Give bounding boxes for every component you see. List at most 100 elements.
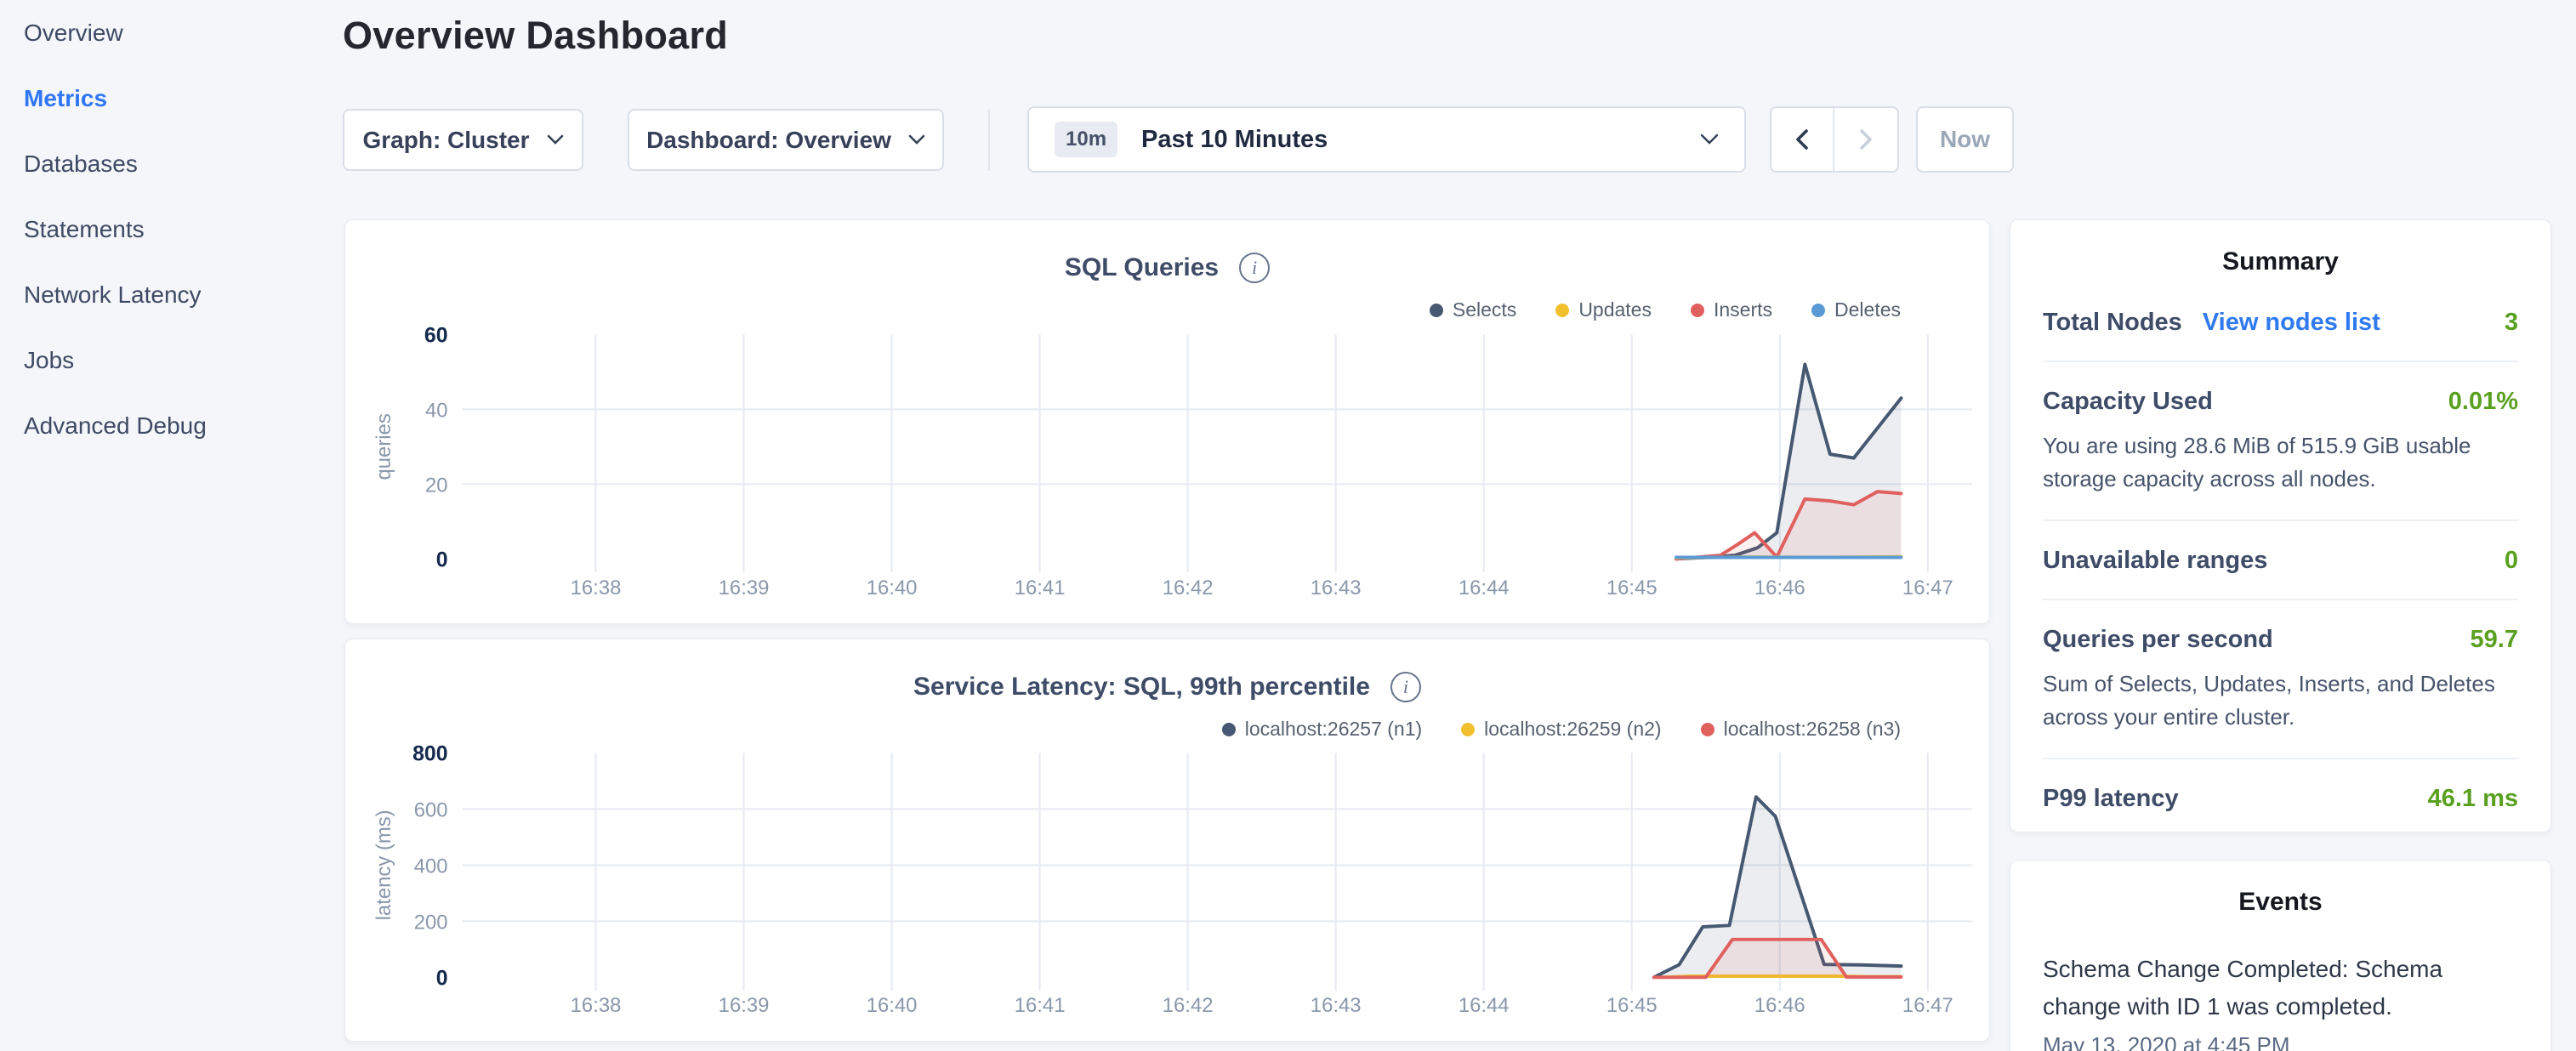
p99-latency-label: P99 latency bbox=[2043, 785, 2179, 813]
summary-row-p99-latency: P99 latency 46.1 ms bbox=[2043, 759, 2518, 837]
svg-text:16:39: 16:39 bbox=[719, 577, 770, 599]
series-dot-icon bbox=[1461, 723, 1475, 736]
legend-item: Updates bbox=[1555, 298, 1652, 321]
series-dot-icon bbox=[1555, 304, 1569, 317]
unavailable-ranges-label: Unavailable ranges bbox=[2043, 547, 2267, 575]
series-dot-icon bbox=[1691, 304, 1704, 317]
chevron-right-icon bbox=[1855, 127, 1877, 152]
series-dot-icon bbox=[1811, 304, 1825, 317]
sql-queries-title: SQL Queries bbox=[1065, 253, 1219, 282]
time-range-dropdown[interactable]: 10m Past 10 Minutes bbox=[1027, 106, 1746, 173]
svg-text:20: 20 bbox=[425, 474, 448, 497]
now-button[interactable]: Now bbox=[1916, 106, 2014, 173]
sidebar-item-jobs[interactable]: Jobs bbox=[0, 327, 340, 393]
events-panel: Events Schema Change Completed: Schema c… bbox=[2010, 860, 2551, 1051]
legend-item: localhost:26258 (n3) bbox=[1701, 718, 1901, 741]
svg-text:16:47: 16:47 bbox=[1902, 577, 1953, 599]
svg-text:16:43: 16:43 bbox=[1311, 994, 1362, 1017]
event-text: Schema Change Completed: Schema change w… bbox=[2043, 951, 2468, 1025]
sidebar-item-databases[interactable]: Databases bbox=[0, 131, 340, 196]
svg-text:60: 60 bbox=[424, 323, 448, 347]
svg-text:16:38: 16:38 bbox=[571, 577, 622, 599]
dashboard-dropdown-label: Dashboard: Overview bbox=[646, 127, 891, 154]
svg-text:800: 800 bbox=[412, 741, 448, 765]
page-title: Overview Dashboard bbox=[343, 14, 728, 58]
svg-text:16:41: 16:41 bbox=[1015, 577, 1066, 599]
sidebar-item-overview[interactable]: Overview bbox=[0, 0, 340, 65]
time-range-badge: 10m bbox=[1055, 122, 1117, 157]
svg-text:16:44: 16:44 bbox=[1459, 577, 1510, 599]
series-dot-icon bbox=[1701, 723, 1714, 736]
view-nodes-list-link[interactable]: View nodes list bbox=[2203, 309, 2380, 337]
svg-text:40: 40 bbox=[425, 399, 448, 422]
total-nodes-value: 3 bbox=[2505, 309, 2518, 337]
queries-per-second-subtext: Sum of Selects, Updates, Inserts, and De… bbox=[2043, 668, 2518, 734]
svg-text:latency (ms): latency (ms) bbox=[372, 810, 395, 920]
svg-text:16:38: 16:38 bbox=[571, 994, 622, 1017]
legend-item: Inserts bbox=[1691, 298, 1772, 321]
info-icon[interactable]: i bbox=[1239, 253, 1270, 283]
event-timestamp: May 13, 2020 at 4:45 PM bbox=[2043, 1032, 2518, 1051]
svg-text:16:41: 16:41 bbox=[1015, 994, 1066, 1017]
sql-queries-legend: Selects Updates Inserts Deletes bbox=[1430, 298, 1901, 321]
svg-text:16:44: 16:44 bbox=[1459, 994, 1510, 1017]
sidebar-item-network-latency[interactable]: Network Latency bbox=[0, 262, 340, 327]
svg-text:16:46: 16:46 bbox=[1754, 577, 1805, 599]
time-range-label: Past 10 Minutes bbox=[1141, 126, 1328, 154]
chevron-down-icon bbox=[1700, 134, 1719, 145]
queries-per-second-value: 59.7 bbox=[2471, 626, 2518, 654]
info-icon[interactable]: i bbox=[1390, 672, 1421, 702]
sidebar-item-advanced-debug[interactable]: Advanced Debug bbox=[0, 393, 340, 458]
next-time-button[interactable] bbox=[1834, 108, 1897, 171]
capacity-used-label: Capacity Used bbox=[2043, 388, 2213, 416]
svg-text:queries: queries bbox=[372, 413, 395, 480]
graph-dropdown-label: Graph: Cluster bbox=[362, 127, 529, 154]
p99-latency-value: 46.1 ms bbox=[2428, 785, 2518, 813]
svg-text:600: 600 bbox=[414, 798, 448, 821]
chevron-down-icon bbox=[547, 134, 564, 145]
svg-text:0: 0 bbox=[436, 966, 448, 990]
svg-text:16:39: 16:39 bbox=[719, 994, 770, 1017]
prev-time-button[interactable] bbox=[1771, 108, 1834, 171]
svg-text:16:42: 16:42 bbox=[1163, 994, 1214, 1017]
svg-text:200: 200 bbox=[414, 911, 448, 934]
legend-item: Deletes bbox=[1811, 298, 1901, 321]
svg-text:16:40: 16:40 bbox=[867, 994, 918, 1017]
summary-row-total-nodes: Total Nodes View nodes list 3 bbox=[2043, 283, 2518, 362]
legend-item: localhost:26257 (n1) bbox=[1222, 718, 1422, 741]
series-dot-icon bbox=[1430, 304, 1443, 317]
capacity-used-subtext: You are using 28.6 MiB of 515.9 GiB usab… bbox=[2043, 429, 2518, 496]
sidebar-item-statements[interactable]: Statements bbox=[0, 196, 340, 262]
queries-per-second-label: Queries per second bbox=[2043, 626, 2273, 654]
service-latency-title: Service Latency: SQL, 99th percentile bbox=[913, 673, 1370, 702]
summary-panel: Summary Total Nodes View nodes list 3 Ca… bbox=[2010, 219, 2551, 832]
svg-text:16:46: 16:46 bbox=[1754, 994, 1805, 1017]
graph-dropdown[interactable]: Graph: Cluster bbox=[343, 109, 583, 171]
sql-queries-panel: SQL Queries i Selects Updates Inserts De… bbox=[344, 219, 1990, 624]
events-title: Events bbox=[2010, 861, 2550, 917]
svg-text:16:45: 16:45 bbox=[1606, 994, 1658, 1017]
toolbar-divider bbox=[988, 109, 990, 171]
svg-text:16:47: 16:47 bbox=[1902, 994, 1953, 1017]
sidebar-item-metrics[interactable]: Metrics bbox=[0, 65, 340, 131]
total-nodes-label: Total Nodes bbox=[2043, 309, 2182, 337]
legend-item: localhost:26259 (n2) bbox=[1461, 718, 1661, 741]
svg-text:400: 400 bbox=[414, 855, 448, 878]
event-list-item[interactable]: Schema Change Completed: Schema change w… bbox=[2010, 917, 2550, 1051]
service-latency-panel: Service Latency: SQL, 99th percentile i … bbox=[344, 639, 1990, 1042]
sidebar: Overview Metrics Databases Statements Ne… bbox=[0, 0, 340, 1051]
summary-row-capacity-used: Capacity Used 0.01% You are using 28.6 M… bbox=[2043, 362, 2518, 521]
svg-text:16:43: 16:43 bbox=[1311, 577, 1362, 599]
chevron-down-icon bbox=[908, 134, 925, 145]
svg-text:0: 0 bbox=[436, 548, 448, 571]
summary-title: Summary bbox=[2010, 220, 2550, 276]
series-dot-icon bbox=[1222, 723, 1236, 736]
svg-text:16:45: 16:45 bbox=[1606, 577, 1658, 599]
service-latency-legend: localhost:26257 (n1) localhost:26259 (n2… bbox=[1222, 718, 1901, 741]
summary-row-queries-per-second: Queries per second 59.7 Sum of Selects, … bbox=[2043, 600, 2518, 759]
chevron-left-icon bbox=[1791, 127, 1813, 152]
legend-item: Selects bbox=[1430, 298, 1516, 321]
capacity-used-value: 0.01% bbox=[2448, 388, 2518, 416]
dashboard-dropdown[interactable]: Dashboard: Overview bbox=[628, 109, 944, 171]
svg-text:16:40: 16:40 bbox=[867, 577, 918, 599]
